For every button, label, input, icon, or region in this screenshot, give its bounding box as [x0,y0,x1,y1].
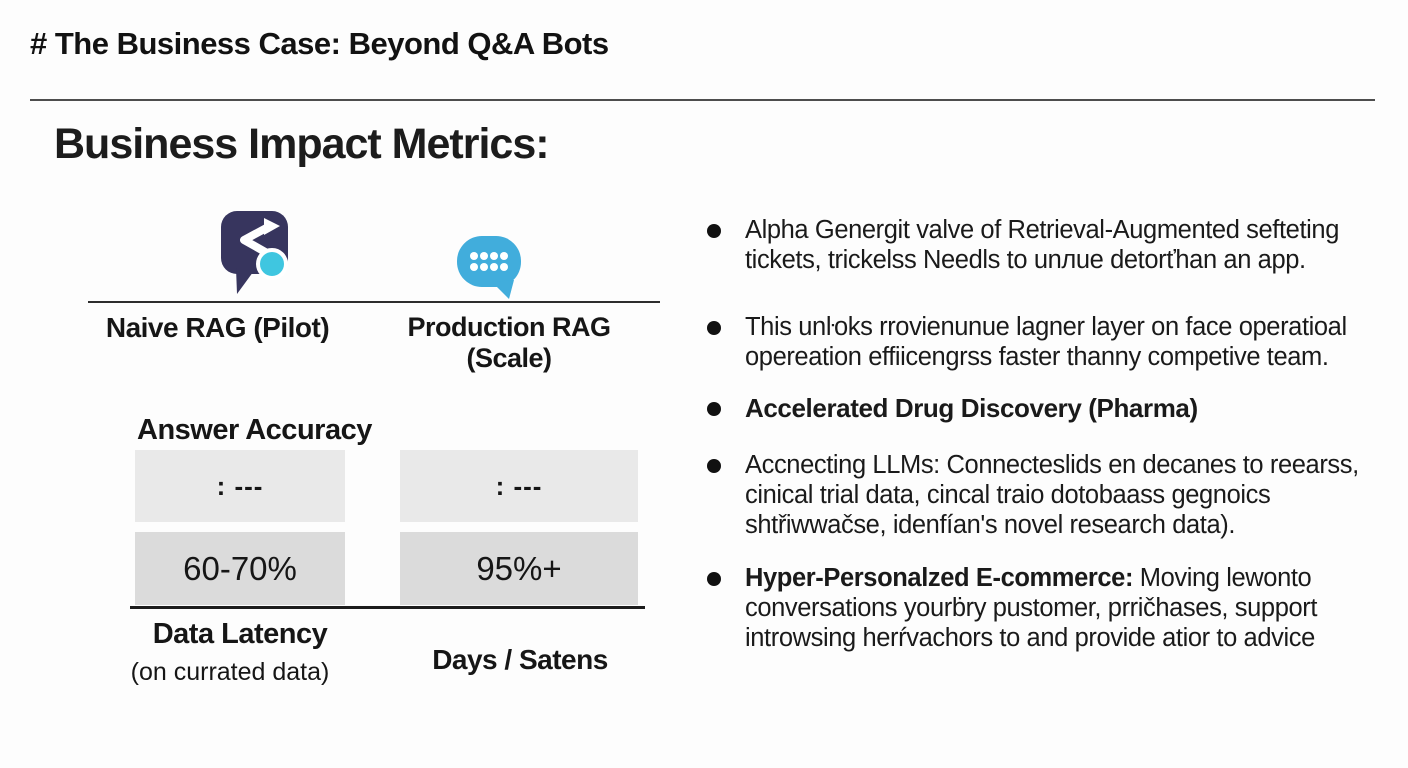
accuracy-placeholder-cell-naive: : --- [135,450,345,522]
list-item: This unŀoks rrovienunue lagner layer on … [705,312,1390,372]
column-label-naive-rag: Naive RAG (Pilot) [105,312,330,343]
table-bottom-divider [130,606,645,609]
bullet-bold-text: Hyper-Personalzed E-commerce: [745,564,1134,592]
bullet-bold-text: Accelerated Drug Discovery (Pharma) [745,393,1198,423]
accuracy-value-cell-prod: 95%+ [400,532,638,605]
chat-dots-icon [456,234,524,305]
accuracy-placeholder-cell-prod: : --- [400,450,638,522]
bullet-icon [707,402,721,416]
data-latency-prod-value: Days / Satens [432,644,608,675]
chat-share-icon [220,210,292,303]
data-latency-sublabel: (on currated data) [130,658,330,686]
bullet-icon [707,459,721,473]
bullet-text: Alpha Genergit valve of Retrieval-Augmen… [745,216,1339,274]
bullet-icon [707,224,721,238]
bullet-text: Moving lewonto conversations yourḃry pus… [745,564,1318,652]
list-item: Alpha Genergit valve of Retrieval-Augmen… [705,215,1390,275]
page-title: # The Business Case: Beyond Q&A Bots [30,26,609,61]
bullet-text: Accnecting LLMs: Connecteslids en decane… [745,451,1359,539]
top-divider [30,99,1375,101]
list-item: Accnecting LLMs: Connecteslids en decane… [705,450,1390,540]
column-header-divider [88,301,660,303]
bullet-text: This unŀoks rrovienunue lagner layer on … [745,313,1347,371]
bullet-list: Alpha Genergit valve of Retrieval-Augmen… [705,215,1390,653]
list-item: Hyper-Personalzed E-commerce: Moving lew… [705,563,1390,653]
bullet-icon [707,572,721,586]
bullet-icon [707,321,721,335]
answer-accuracy-label: Answer Accuracy [137,414,372,446]
column-label-production-rag: Production RAG (Scale) [407,312,612,373]
data-latency-label: Data Latency [152,618,328,650]
section-heading: Business Impact Metrics: [54,120,550,168]
list-item: Accelerated Drug Discovery (Pharma) [705,393,1390,424]
accuracy-value-cell-naive: 60-70% [135,532,345,605]
